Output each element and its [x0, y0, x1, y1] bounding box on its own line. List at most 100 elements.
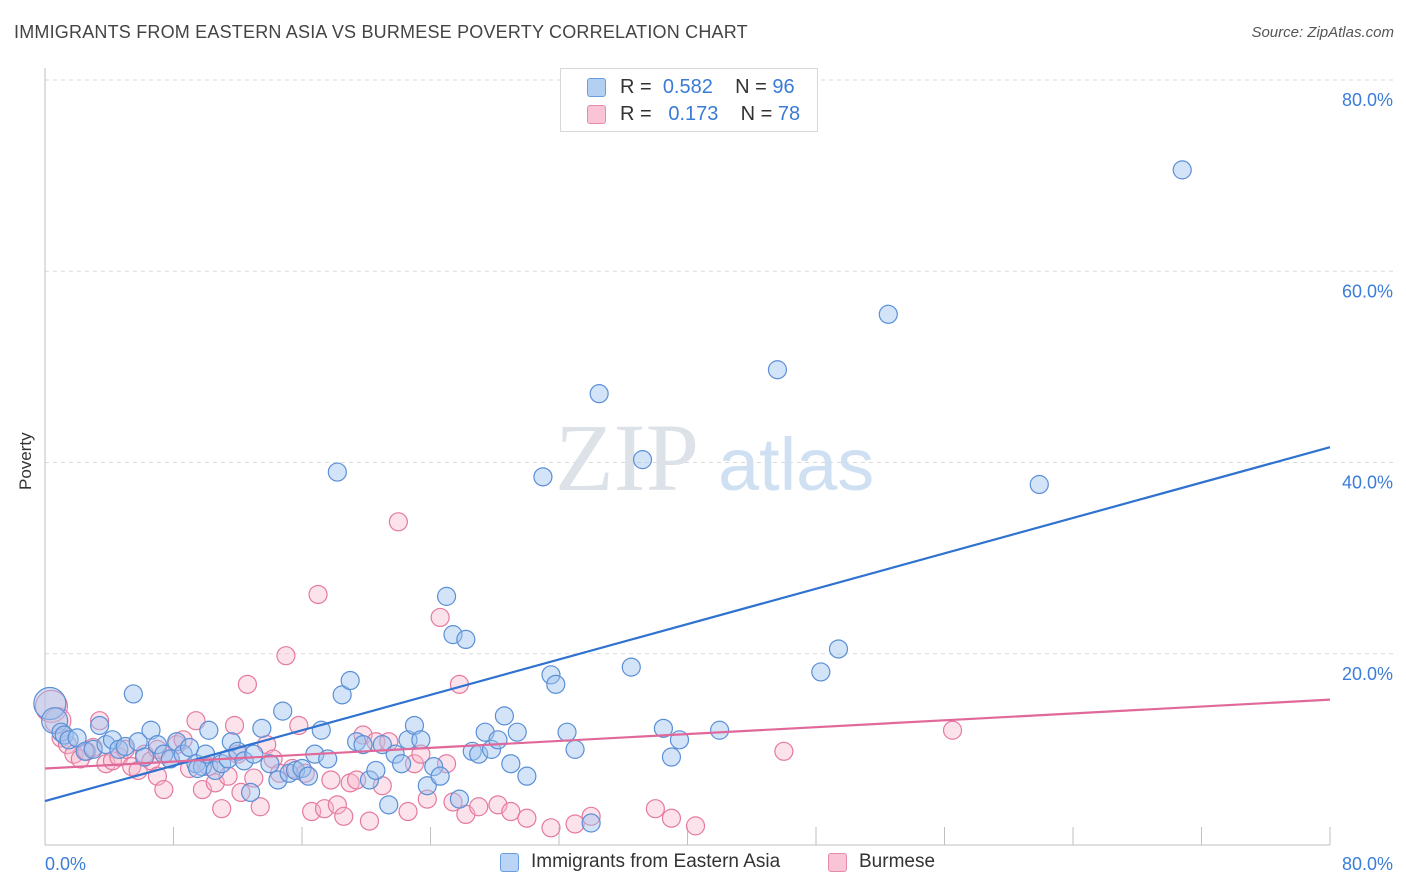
point-eastern-asia [430, 766, 450, 786]
point-eastern-asia [424, 756, 444, 777]
chart-title: IMMIGRANTS FROM EASTERN ASIA VS BURMESE … [14, 22, 748, 42]
point-eastern-asia [581, 813, 601, 833]
point-eastern-asia [160, 749, 180, 769]
point-eastern-asia [359, 770, 380, 790]
watermark: ZIP atlas [555, 404, 874, 511]
legend-n-value: 96 [772, 75, 795, 98]
trend-line-eastern-asia [44, 446, 1331, 803]
point-burmese [501, 801, 521, 822]
legend-n-label: N = [735, 75, 767, 98]
y-tick-label: 80.0% [1342, 90, 1393, 110]
point-eastern-asia [268, 770, 288, 790]
legend-row-blue: R = 0.582 N = 96 [587, 75, 795, 99]
point-burmese [565, 814, 585, 834]
grid-lines [45, 79, 1395, 655]
legend-r-value: 0.173 [668, 102, 719, 125]
point-eastern-asia [417, 776, 437, 796]
point-burmese [942, 720, 963, 740]
point-eastern-asia [244, 744, 264, 764]
point-burmese [581, 806, 601, 826]
point-eastern-asia [33, 686, 67, 721]
watermark-zip: ZIP [555, 404, 699, 511]
point-burmese [212, 799, 232, 819]
point-burmese [685, 816, 706, 836]
point-eastern-asia [488, 730, 508, 750]
point-burmese [244, 768, 264, 788]
point-eastern-asia [507, 722, 527, 742]
point-burmese [308, 584, 328, 605]
point-burmese [314, 799, 335, 819]
legend-n-label: N = [740, 102, 773, 125]
tick-labels: 20.0% 40.0% 60.0% 80.0% 0.0% 80.0% [45, 90, 1393, 874]
point-eastern-asia [589, 384, 609, 404]
point-eastern-asia [632, 450, 653, 470]
point-eastern-asia [327, 462, 347, 482]
x-tick-label: 0.0% [45, 854, 86, 874]
point-eastern-asia [517, 766, 537, 786]
bottom-legend-label: Immigrants from Eastern Asia [531, 851, 781, 872]
point-eastern-asia [234, 751, 254, 771]
point-eastern-asia [340, 670, 360, 691]
watermark-atlas: atlas [718, 423, 874, 506]
point-eastern-asia [653, 718, 674, 738]
point-burmese [469, 797, 489, 817]
y-tick-label: 20.0% [1342, 664, 1393, 684]
point-eastern-asia [710, 720, 730, 740]
point-eastern-asia [187, 758, 208, 779]
point-eastern-asia [621, 657, 641, 677]
point-eastern-asia [811, 662, 831, 682]
point-eastern-asia [241, 782, 261, 803]
data-points [33, 160, 1192, 838]
point-eastern-asia [546, 674, 566, 694]
point-burmese [417, 789, 437, 809]
point-eastern-asia [501, 754, 521, 774]
point-eastern-asia [565, 739, 585, 759]
point-eastern-asia [494, 706, 514, 726]
point-burmese [276, 646, 296, 666]
point-eastern-asia [123, 684, 143, 704]
point-eastern-asia [260, 754, 280, 774]
point-burmese [231, 782, 251, 803]
bottom-legend: Immigrants from Eastern Asia Burmese [0, 851, 1406, 877]
point-eastern-asia [353, 734, 373, 755]
legend: R = 0.582 N = 96 R = 0.173 N = 78 [560, 68, 818, 132]
trend-lines [44, 446, 1331, 803]
point-eastern-asia [1172, 160, 1192, 180]
bottom-legend-item-blue: Immigrants from Eastern Asia [500, 851, 780, 873]
point-eastern-asia [75, 741, 95, 761]
legend-swatch-pink [587, 104, 606, 124]
y-axis-label: Poverty [16, 432, 35, 490]
point-eastern-asia [391, 754, 412, 774]
point-eastern-asia [443, 625, 463, 645]
point-burmese [398, 801, 418, 822]
point-eastern-asia [828, 639, 849, 659]
legend-row-pink: R = 0.173 N = 78 [587, 102, 800, 126]
legend-n-value: 78 [777, 102, 801, 125]
point-eastern-asia [557, 722, 577, 742]
bottom-legend-item-pink: Burmese [828, 851, 935, 873]
legend-r-label: R = [620, 102, 652, 125]
point-burmese [517, 808, 537, 828]
point-eastern-asia [90, 715, 110, 736]
bottom-legend-swatch-pink [828, 852, 847, 872]
point-eastern-asia [366, 760, 386, 781]
bottom-legend-label: Burmese [859, 851, 936, 872]
point-eastern-asia [404, 715, 425, 736]
point-burmese [154, 779, 174, 800]
point-burmese [430, 607, 450, 628]
point-eastern-asia [252, 718, 272, 738]
y-axis-label-wrap: Poverty [16, 432, 36, 590]
point-burmese [109, 747, 129, 767]
point-eastern-asia [1029, 474, 1049, 495]
point-eastern-asia [134, 747, 155, 767]
point-eastern-asia [411, 730, 431, 750]
point-burmese [237, 674, 257, 694]
point-eastern-asia [436, 586, 457, 606]
point-burmese [250, 797, 270, 817]
point-burmese [186, 711, 206, 731]
point-burmese [359, 811, 380, 831]
point-eastern-asia [379, 795, 399, 815]
point-burmese [321, 770, 341, 790]
trend-line-burmese [44, 698, 1331, 770]
